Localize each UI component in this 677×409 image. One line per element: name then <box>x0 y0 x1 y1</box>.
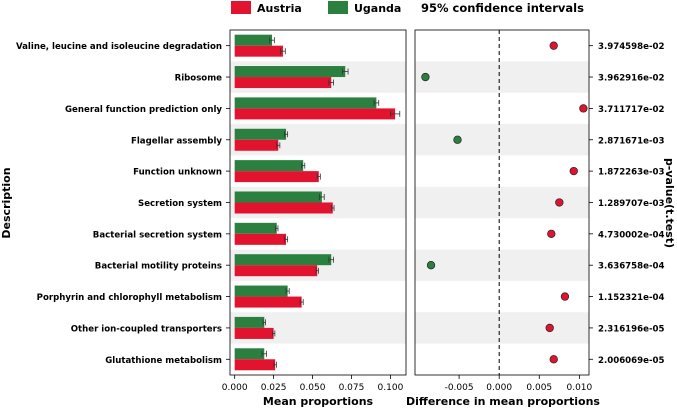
left-x-tick-label: 0.000 <box>222 383 248 393</box>
category-label: Other ion-coupled transporters <box>71 324 222 334</box>
bar-austria <box>234 45 283 57</box>
pvalue-label: 3.711717e-02 <box>598 105 664 115</box>
category-label: Ribosome <box>175 74 223 84</box>
pvalue-label: 2.006069e-05 <box>598 356 664 366</box>
pvalue-label: 1.289707e-03 <box>598 199 664 209</box>
category-label: Porphyrin and chlorophyll metabolism <box>37 293 222 303</box>
pvalue-label: 2.316196e-05 <box>598 324 664 334</box>
y-axis-title: Description <box>0 167 13 238</box>
diff-point <box>547 229 556 238</box>
pvalue-label: 2.871671e-03 <box>598 136 664 146</box>
right-x-axis-title: Difference in mean proportions <box>406 395 600 408</box>
right-band <box>415 312 589 344</box>
bar-uganda <box>234 191 322 203</box>
bar-austria <box>234 359 276 371</box>
right-x-tick-label: 0.005 <box>526 383 552 393</box>
bar-uganda <box>234 222 277 234</box>
category-label: Secretion system <box>138 199 222 209</box>
category-label: Valine, leucine and isoleucine degradati… <box>16 42 222 52</box>
bar-austria <box>234 202 333 214</box>
ci-title: 95% confidence intervals <box>421 1 584 15</box>
diff-point <box>549 41 558 50</box>
bar-uganda <box>234 97 377 109</box>
bar-austria <box>234 265 318 277</box>
bar-uganda <box>234 348 265 360</box>
pvalue-label: 3.962916e-02 <box>598 74 664 84</box>
left-x-tick-label: 0.100 <box>378 383 404 393</box>
left-x-axis-title: Mean proportions <box>263 395 374 408</box>
left-x-tick-label: 0.050 <box>300 383 326 393</box>
pvalue-label: 1.872263e-03 <box>598 168 664 178</box>
pvalue-label: 3.974598e-02 <box>598 42 664 52</box>
category-label: General function prediction only <box>65 105 222 115</box>
bar-austria <box>234 171 319 183</box>
legend-swatch-uganda <box>328 1 348 14</box>
left-x-tick-label: 0.075 <box>339 383 365 393</box>
bar-uganda <box>234 66 346 78</box>
diff-point <box>426 261 436 270</box>
diff-point <box>555 198 564 207</box>
category-label: Bacterial motility proteins <box>95 262 222 272</box>
right-x-tick-label: 0.010 <box>566 383 592 393</box>
bar-uganda <box>234 285 288 297</box>
legend-label-austria: Austria <box>257 2 302 15</box>
category-label: Flagellar assembly <box>131 136 222 146</box>
pvalue-label: 1.152321e-04 <box>598 293 664 303</box>
diff-point <box>453 135 462 144</box>
right-band <box>415 249 589 281</box>
diff-point <box>421 72 430 82</box>
bar-uganda <box>234 128 287 140</box>
category-label: Bacterial secretion system <box>93 230 222 240</box>
bar-austria <box>234 327 274 339</box>
bar-uganda <box>234 254 332 266</box>
pvalue-label: 4.730002e-04 <box>598 230 664 240</box>
bar-austria <box>234 77 332 89</box>
bar-austria <box>234 296 302 308</box>
diff-point <box>579 104 588 113</box>
bar-uganda <box>234 316 265 328</box>
bar-uganda <box>234 160 304 172</box>
bar-austria <box>234 108 396 120</box>
left-x-tick-label: 0.025 <box>261 383 287 393</box>
right-x-tick-label: -0.005 <box>445 383 474 393</box>
bar-austria <box>234 233 287 245</box>
diff-point <box>545 323 554 333</box>
diff-point <box>549 355 558 364</box>
right-band <box>415 124 589 156</box>
right-y-axis-title: p-value(t.test) <box>663 158 676 248</box>
right-band <box>415 61 589 93</box>
legend-swatch-austria <box>231 1 251 14</box>
bar-austria <box>234 139 279 151</box>
category-label: Function unknown <box>133 168 222 178</box>
bar-uganda <box>234 34 273 46</box>
legend-label-uganda: Uganda <box>354 2 401 15</box>
category-label: Glutathione metabolism <box>105 356 222 366</box>
right-x-tick-label: 0.000 <box>486 383 512 393</box>
diff-point <box>560 292 570 301</box>
right-panel <box>414 29 590 376</box>
pvalue-label: 3.636758e-04 <box>598 262 664 272</box>
diff-point <box>569 166 578 176</box>
